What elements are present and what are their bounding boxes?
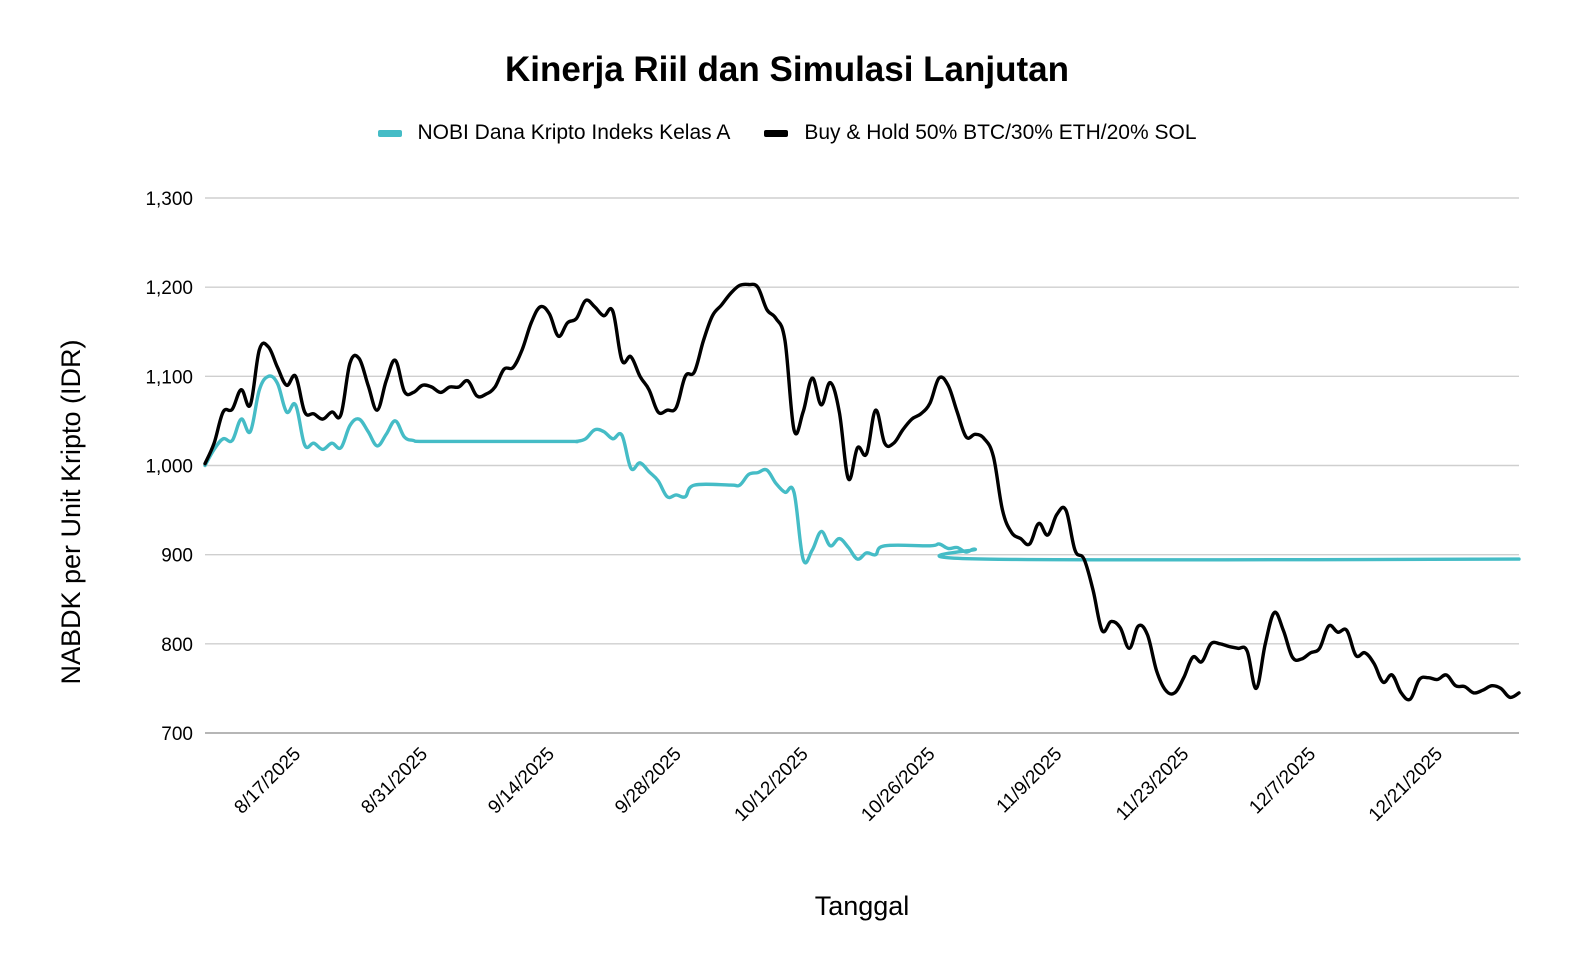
legend-item-nobi: NOBI Dana Kripto Indeks Kelas A: [377, 121, 731, 145]
legend-label-nobi: NOBI Dana Kripto Indeks Kelas A: [417, 121, 731, 144]
y-axis-ticks: 700 800 900 1,000 1,100 1,200 1,300: [145, 189, 193, 745]
legend-swatch-buy-hold: [764, 129, 789, 137]
y-axis-title: NABDK per Unit Kripto (IDR): [56, 339, 86, 684]
x-tick-label: 9/14/2025: [484, 744, 559, 819]
x-axis-ticks: 8/17/2025 8/31/2025 9/14/2025 9/28/2025 10/1…: [231, 744, 1447, 826]
series-line-nobi: [203, 374, 1521, 565]
x-tick-label: 11/9/2025: [993, 744, 1067, 818]
legend-item-buy-hold: Buy & Hold 50% BTC/30% ETH/20% SOL: [764, 121, 1197, 145]
x-tick-label: 8/31/2025: [357, 744, 432, 819]
legend: NOBI Dana Kripto Indeks Kelas A Buy & Ho…: [0, 121, 1574, 145]
chart-title: Kinerja Riil dan Simulasi Lanjutan: [505, 50, 1069, 89]
x-tick-label: 8/17/2025: [231, 744, 306, 819]
x-tick-label: 12/7/2025: [1245, 744, 1320, 819]
y-tick-label: 1,300: [145, 189, 193, 210]
legend-swatch-nobi: [377, 129, 402, 137]
gridlines: [205, 197, 1519, 734]
y-tick-label: 1,100: [145, 367, 193, 388]
y-tick-label: 900: [161, 546, 193, 567]
x-tick-label: 9/28/2025: [611, 744, 686, 819]
series-lines: [203, 282, 1521, 702]
x-tick-label: 10/12/2025: [731, 744, 813, 826]
y-tick-label: 800: [161, 635, 193, 656]
y-tick-label: 700: [161, 724, 193, 745]
series-line-buy-hold: [203, 282, 1521, 702]
x-tick-label: 10/26/2025: [857, 744, 939, 826]
y-tick-label: 1,200: [145, 278, 193, 299]
x-tick-label: 12/21/2025: [1365, 744, 1447, 826]
x-tick-label: 11/23/2025: [1112, 744, 1193, 825]
x-axis-title: Tanggal: [815, 891, 910, 921]
y-tick-label: 1,000: [145, 457, 193, 478]
legend-label-buy-hold: Buy & Hold 50% BTC/30% ETH/20% SOL: [804, 121, 1197, 144]
